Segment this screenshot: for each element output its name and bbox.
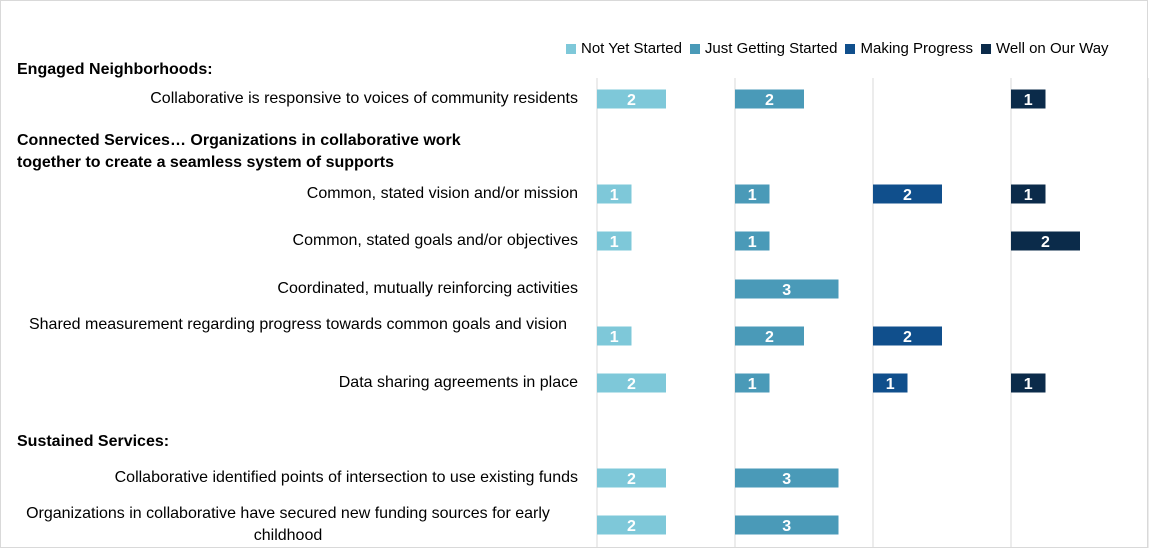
bar <box>735 468 839 488</box>
bar-value-label: 1 <box>748 376 757 393</box>
bar <box>735 515 839 535</box>
section-heading-connected-services: Connected Services… Organizations in col… <box>17 132 461 171</box>
legend-swatch <box>981 43 992 54</box>
row-label: Collaborative identified points of inter… <box>114 469 578 486</box>
section-heading-sustained-services: Sustained Services: <box>17 433 170 450</box>
legend-item-well-on-our-way: Well on Our Way <box>981 40 1109 57</box>
row-label: Organizations in collaborative have secu… <box>26 505 550 544</box>
bar-value-label: 2 <box>765 329 774 346</box>
row-label: Coordinated, mutually reinforcing activi… <box>277 280 578 297</box>
bar <box>597 231 632 251</box>
bar-value-label: 2 <box>903 187 912 204</box>
bar-value-label: 1 <box>610 329 619 346</box>
bar <box>735 184 770 204</box>
legend-swatch <box>845 43 856 54</box>
bar <box>735 279 839 299</box>
bar <box>735 326 804 346</box>
bar-value-label: 2 <box>903 329 912 346</box>
bar-value-label: 1 <box>748 234 757 251</box>
bar <box>1011 89 1046 109</box>
legend-swatch <box>689 43 700 54</box>
legend-label: Not Yet Started <box>581 40 682 57</box>
bar-value-label: 1 <box>610 234 619 251</box>
bar-value-label: 3 <box>782 518 791 535</box>
bar <box>873 373 908 393</box>
bar-value-label: 2 <box>627 92 636 109</box>
bar-value-label: 1 <box>1024 376 1033 393</box>
bar-value-label: 1 <box>610 187 619 204</box>
bar-value-label: 3 <box>782 471 791 488</box>
legend-item-making-progress: Making Progress <box>845 40 973 57</box>
row-label: Common, stated goals and/or objectives <box>292 232 578 249</box>
bar <box>597 89 666 109</box>
bar-value-label: 3 <box>782 282 791 299</box>
bar <box>735 231 770 251</box>
legend-swatch <box>566 43 576 54</box>
bar-value-label: 2 <box>627 471 636 488</box>
bar <box>597 326 632 346</box>
bar <box>873 326 942 346</box>
bar-value-label: 2 <box>627 376 636 393</box>
bar-value-label: 1 <box>886 376 895 393</box>
bar-value-label: 1 <box>1024 92 1033 109</box>
legend: Not Yet Started Just Getting Started Mak… <box>566 40 1109 57</box>
bar-value-label: 2 <box>1041 234 1050 251</box>
bar <box>735 373 770 393</box>
section-heading-engaged-neighborhoods: Engaged Neighborhoods: <box>17 61 213 78</box>
row-label: Data sharing agreements in place <box>338 374 578 391</box>
bar <box>735 89 804 109</box>
legend-item-not-yet-started: Not Yet Started <box>566 40 682 57</box>
bar <box>597 184 632 204</box>
bar <box>1011 231 1080 251</box>
legend-item-just-getting-started: Just Getting Started <box>689 40 838 57</box>
bar <box>597 515 666 535</box>
legend-label: Well on Our Way <box>996 40 1109 57</box>
bar <box>597 468 666 488</box>
legend-label: Making Progress <box>860 40 974 57</box>
row-label: Common, stated vision and/or mission <box>306 185 578 202</box>
row-label: Shared measurement regarding progress to… <box>28 316 568 333</box>
legend-label: Just Getting Started <box>704 40 838 57</box>
bar-value-label: 1 <box>1024 187 1033 204</box>
bar-value-label: 2 <box>765 92 774 109</box>
bar <box>597 373 666 393</box>
bar <box>1011 373 1046 393</box>
bar <box>873 184 942 204</box>
bar-value-label: 2 <box>627 518 636 535</box>
bar-value-label: 1 <box>748 187 757 204</box>
bar <box>1011 184 1046 204</box>
row-label: Collaborative is responsive to voices of… <box>150 90 578 107</box>
